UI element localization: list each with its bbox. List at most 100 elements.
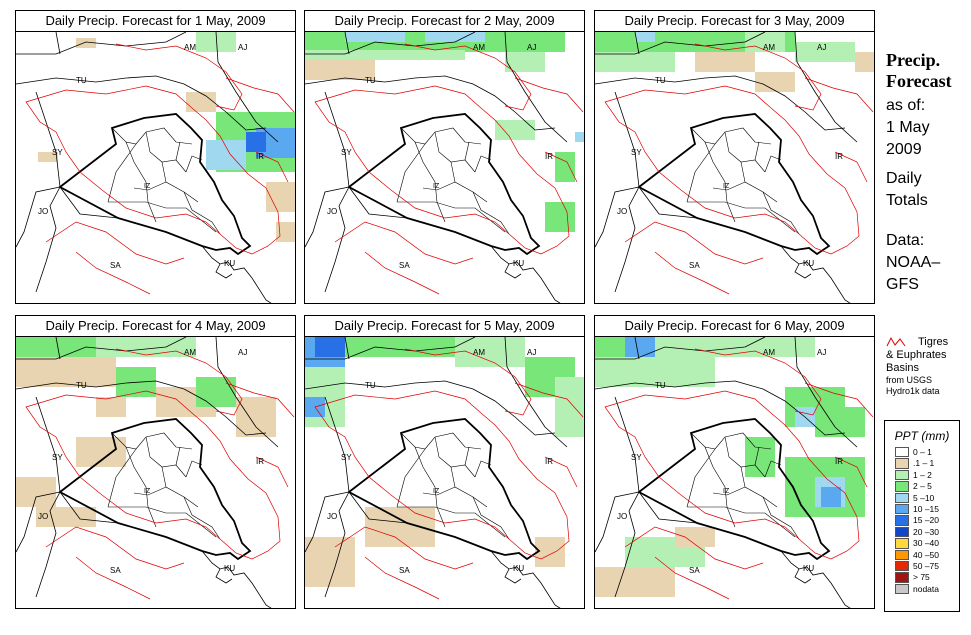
precip-cell	[315, 377, 325, 387]
precip-cell	[16, 367, 26, 377]
legend-swatch	[895, 458, 909, 469]
precip-cell	[335, 557, 345, 567]
precip-cell	[625, 337, 635, 347]
precip-cell	[66, 337, 76, 347]
precip-cell	[485, 357, 495, 367]
precip-cell	[286, 138, 295, 148]
precip-cell	[315, 537, 325, 547]
precip-cell	[525, 367, 535, 377]
precip-cell	[625, 537, 635, 547]
precip-cell	[535, 357, 545, 367]
precip-cell	[266, 182, 276, 192]
precip-cell	[206, 397, 216, 407]
precip-cell	[36, 357, 46, 367]
precip-cell	[525, 42, 535, 52]
precip-cell	[525, 32, 535, 42]
border-line	[16, 380, 267, 436]
precip-cell	[345, 32, 355, 42]
legend-swatch	[895, 549, 909, 560]
precip-cell	[815, 507, 825, 517]
precip-cell	[615, 367, 625, 377]
precip-cell	[825, 417, 835, 427]
precip-cell	[86, 517, 96, 527]
precip-cell	[375, 32, 385, 42]
precip-cell	[276, 112, 286, 122]
precip-cell	[845, 507, 855, 517]
precip-cell	[685, 367, 695, 377]
precip-cell	[685, 357, 695, 367]
precip-cell	[395, 42, 405, 52]
precip-cell	[615, 337, 625, 347]
precip-cell	[695, 537, 705, 547]
precip-cell	[246, 417, 256, 427]
precip-cell	[705, 367, 715, 377]
precip-cell	[116, 367, 126, 377]
precip-cell	[805, 507, 815, 517]
precip-cell	[106, 357, 116, 367]
precip-cell	[455, 337, 465, 347]
precip-cell	[236, 427, 246, 437]
precip-cell	[325, 397, 335, 407]
precip-cell	[375, 347, 385, 357]
basin-line-5: Hydro1k data	[886, 386, 940, 396]
precip-cell	[545, 357, 555, 367]
precip-cell	[755, 347, 765, 357]
province-line	[464, 446, 470, 466]
precip-cell	[186, 387, 196, 397]
precip-cell	[345, 537, 355, 547]
precip-cell	[655, 587, 665, 597]
precip-cell	[86, 337, 96, 347]
precip-cell	[106, 397, 116, 407]
country-label-jo: JO	[327, 512, 337, 521]
precip-cell	[835, 457, 845, 467]
basin-line	[694, 348, 822, 416]
precip-cell	[685, 547, 695, 557]
precip-cell	[315, 397, 325, 407]
precip-cell	[445, 347, 455, 357]
precip-cell	[276, 232, 286, 242]
border-line	[614, 91, 640, 188]
border-line	[638, 186, 698, 219]
precip-cell	[305, 387, 315, 397]
precip-cell	[405, 32, 415, 42]
precip-cell	[266, 427, 276, 437]
precip-cell	[106, 457, 116, 467]
precip-cell	[515, 52, 525, 62]
precip-cell	[335, 537, 345, 547]
basin-outlines	[314, 348, 584, 600]
precip-map: AM AJ TU SY IR JO SA KU IZ	[305, 337, 584, 608]
precip-cell	[325, 50, 335, 60]
precip-cell	[765, 337, 775, 347]
precip-cell	[76, 38, 86, 48]
precip-cell	[845, 467, 855, 477]
precip-cell	[246, 122, 256, 132]
basin-line-1: Tigres	[918, 336, 949, 348]
precip-cell	[855, 507, 865, 517]
precip-cell	[36, 337, 46, 347]
precip-cell	[655, 367, 665, 377]
precip-cell	[625, 587, 635, 597]
title-line-2: Forecast	[886, 71, 952, 91]
basin-outlines	[314, 43, 584, 295]
precip-cell	[755, 72, 765, 82]
precip-cell	[176, 337, 186, 347]
precip-map: AM AJ TU SY IR JO SA KU IZ	[16, 32, 295, 303]
precip-cell	[715, 337, 725, 347]
precip-cell	[715, 52, 725, 62]
precip-cell	[236, 132, 246, 142]
legend-label: nodata	[913, 583, 939, 594]
precip-cell	[805, 42, 815, 52]
precip-cell	[315, 347, 325, 357]
iraq-border	[637, 418, 831, 561]
precip-cell	[206, 377, 216, 387]
precip-cell	[276, 182, 286, 192]
border-line	[614, 491, 640, 598]
precip-cell	[26, 337, 36, 347]
precip-cell	[266, 417, 276, 427]
precip-cell	[705, 527, 715, 537]
precip-cell	[535, 537, 545, 547]
basin-line	[115, 43, 243, 111]
precip-cell	[845, 42, 855, 52]
precip-cell	[16, 347, 26, 357]
precip-cell	[305, 397, 315, 407]
